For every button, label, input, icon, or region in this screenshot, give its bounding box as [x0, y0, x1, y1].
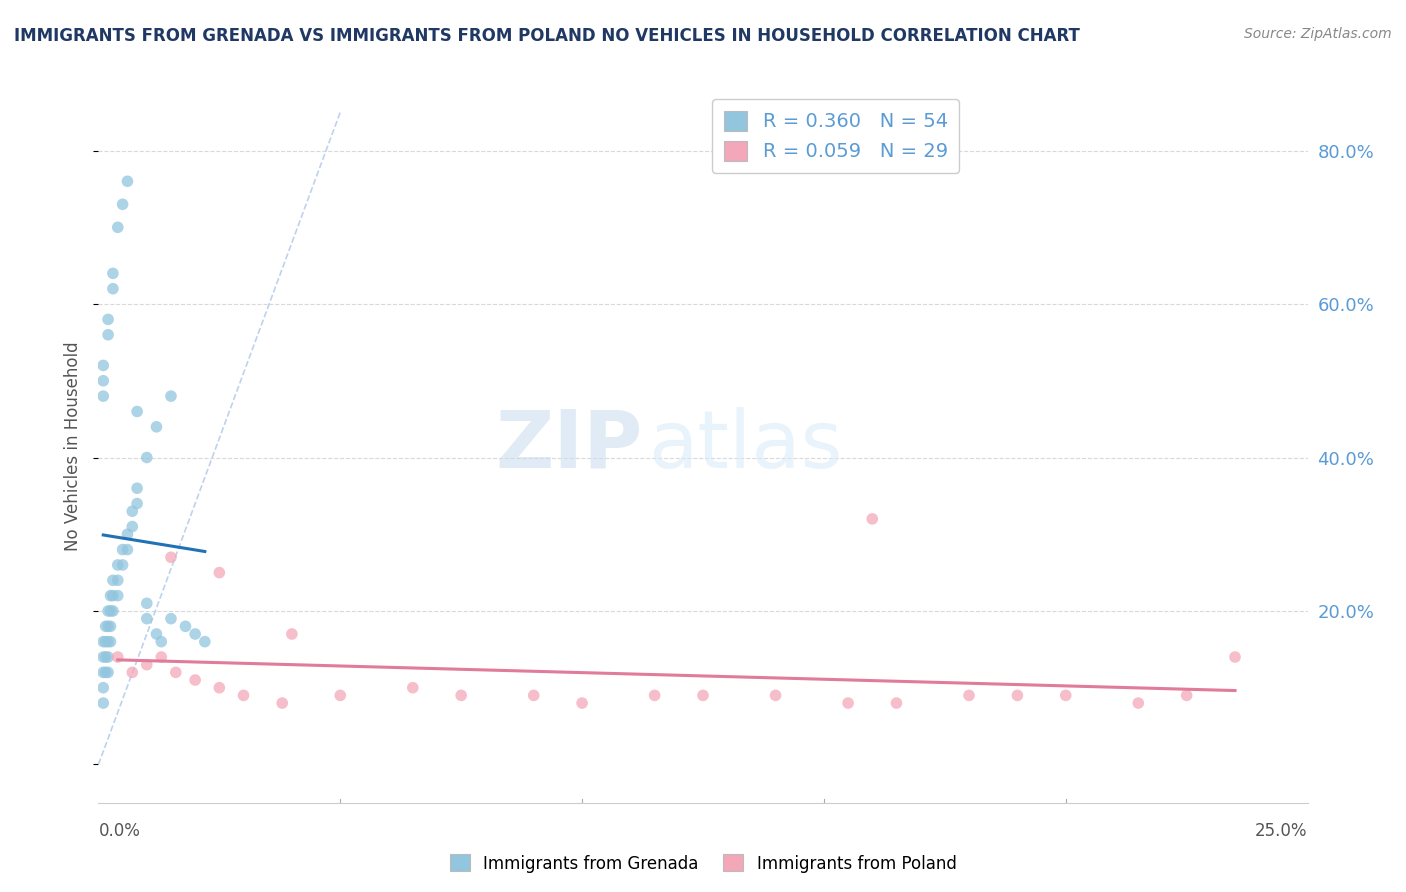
- Point: [184, 673, 207, 687]
- Point: [107, 220, 129, 235]
- Point: [127, 481, 149, 495]
- Point: [97, 634, 120, 648]
- Point: [121, 665, 143, 680]
- Point: [117, 174, 139, 188]
- Point: [100, 619, 122, 633]
- Point: [402, 681, 425, 695]
- Y-axis label: No Vehicles in Household: No Vehicles in Household: [65, 341, 83, 551]
- Point: [97, 327, 120, 342]
- Point: [107, 574, 129, 588]
- Point: [281, 627, 304, 641]
- Point: [208, 566, 231, 580]
- Point: [97, 650, 120, 665]
- Point: [232, 689, 254, 703]
- Point: [165, 665, 187, 680]
- Point: [101, 574, 124, 588]
- Point: [121, 519, 143, 533]
- Point: [145, 627, 167, 641]
- Point: [1007, 689, 1029, 703]
- Point: [571, 696, 593, 710]
- Point: [100, 604, 122, 618]
- Point: [97, 619, 120, 633]
- Point: [91, 650, 114, 665]
- Point: [91, 389, 114, 403]
- Point: [150, 634, 173, 648]
- Point: [1223, 650, 1246, 665]
- Point: [94, 665, 117, 680]
- Point: [692, 689, 714, 703]
- Point: [1175, 689, 1198, 703]
- Point: [135, 450, 157, 465]
- Point: [860, 512, 883, 526]
- Text: 25.0%: 25.0%: [1256, 822, 1308, 840]
- Point: [97, 312, 120, 326]
- Legend: Immigrants from Grenada, Immigrants from Poland: Immigrants from Grenada, Immigrants from…: [443, 847, 963, 880]
- Point: [97, 604, 120, 618]
- Point: [127, 497, 149, 511]
- Text: Source: ZipAtlas.com: Source: ZipAtlas.com: [1244, 27, 1392, 41]
- Point: [94, 634, 117, 648]
- Point: [160, 389, 183, 403]
- Text: 0.0%: 0.0%: [98, 822, 141, 840]
- Legend: R = 0.360   N = 54, R = 0.059   N = 29: R = 0.360 N = 54, R = 0.059 N = 29: [711, 99, 959, 173]
- Point: [101, 266, 124, 280]
- Point: [135, 596, 157, 610]
- Point: [145, 419, 167, 434]
- Point: [111, 197, 134, 211]
- Point: [91, 681, 114, 695]
- Point: [208, 681, 231, 695]
- Point: [121, 504, 143, 518]
- Point: [329, 689, 352, 703]
- Point: [523, 689, 546, 703]
- Point: [271, 696, 294, 710]
- Point: [1054, 689, 1077, 703]
- Point: [135, 657, 157, 672]
- Point: [160, 550, 183, 565]
- Point: [1128, 696, 1150, 710]
- Point: [111, 558, 134, 572]
- Point: [100, 634, 122, 648]
- Point: [101, 589, 124, 603]
- Point: [127, 404, 149, 418]
- Point: [450, 689, 472, 703]
- Point: [194, 634, 217, 648]
- Point: [117, 542, 139, 557]
- Point: [94, 619, 117, 633]
- Point: [184, 627, 207, 641]
- Point: [150, 650, 173, 665]
- Point: [107, 589, 129, 603]
- Point: [837, 696, 859, 710]
- Point: [97, 665, 120, 680]
- Point: [91, 374, 114, 388]
- Point: [91, 665, 114, 680]
- Point: [107, 650, 129, 665]
- Point: [91, 359, 114, 373]
- Point: [91, 634, 114, 648]
- Point: [174, 619, 197, 633]
- Point: [135, 612, 157, 626]
- Point: [765, 689, 787, 703]
- Text: ZIP: ZIP: [495, 407, 643, 485]
- Point: [160, 612, 183, 626]
- Point: [644, 689, 666, 703]
- Text: IMMIGRANTS FROM GRENADA VS IMMIGRANTS FROM POLAND NO VEHICLES IN HOUSEHOLD CORRE: IMMIGRANTS FROM GRENADA VS IMMIGRANTS FR…: [14, 27, 1080, 45]
- Point: [101, 604, 124, 618]
- Point: [957, 689, 980, 703]
- Point: [107, 558, 129, 572]
- Point: [886, 696, 908, 710]
- Point: [111, 542, 134, 557]
- Point: [91, 696, 114, 710]
- Point: [117, 527, 139, 541]
- Text: atlas: atlas: [648, 407, 844, 485]
- Point: [94, 650, 117, 665]
- Point: [100, 589, 122, 603]
- Point: [101, 282, 124, 296]
